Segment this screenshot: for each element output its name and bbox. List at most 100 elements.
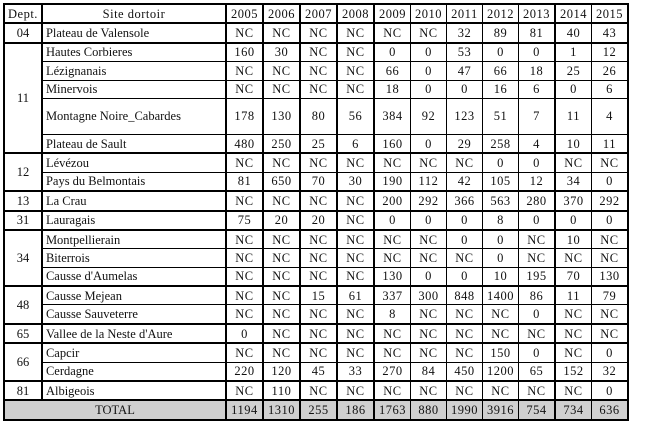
value-cell-2008: NC bbox=[335, 248, 375, 268]
table-row: 04 Plateau de Valensole NC NC NC NC NC NC 32 89 81… bbox=[3, 22, 629, 44]
site-name-cell: Pays du Belmontais bbox=[41, 171, 227, 192]
value-cell-2007: 80 bbox=[298, 97, 338, 135]
value-cell-2007: NC bbox=[298, 248, 338, 268]
value-cell-2007: NC bbox=[298, 61, 338, 81]
value-cell-2005: 0 bbox=[224, 322, 264, 344]
value-cell-2012: 1400 bbox=[481, 285, 519, 306]
value-cell-2014: 0 bbox=[553, 209, 592, 231]
value-cell-2014: NC bbox=[553, 152, 592, 173]
value-cell-2006: NC bbox=[261, 228, 301, 250]
value-cell-2012: 8 bbox=[481, 209, 519, 231]
value-cell-2009: NC bbox=[372, 248, 411, 268]
value-cell-2015: 130 bbox=[590, 266, 629, 287]
value-cell-2007: NC bbox=[298, 304, 338, 325]
value-cell-2006: NC bbox=[261, 190, 301, 212]
site-name-cell: Lauragais bbox=[41, 209, 227, 231]
table-row: Plateau de Sault 480 250 25 6 160 0 29 258 4 10 11 bbox=[4, 133, 629, 154]
value-cell-2007: 45 bbox=[298, 361, 338, 382]
value-cell-2006: NC bbox=[261, 266, 301, 287]
value-cell-2015: 11 bbox=[590, 133, 629, 154]
value-cell-2012: 89 bbox=[481, 22, 519, 44]
table-row: Minervois NC NC NC NC 18 0 0 16 6 0 6 bbox=[4, 79, 629, 99]
table-row: Biterrois NC NC NC NC NC NC NC 0 NC NC NC bbox=[4, 248, 629, 268]
value-cell-2012: 16 bbox=[481, 79, 519, 99]
value-cell-2015: NC bbox=[590, 304, 629, 325]
dept-cell: 12 bbox=[3, 152, 43, 192]
value-cell-2015: 4 bbox=[590, 97, 629, 135]
value-cell-2005: NC bbox=[224, 61, 264, 81]
value-cell-2014: NC bbox=[553, 380, 592, 401]
value-cell-2014: 11 bbox=[553, 97, 592, 135]
value-cell-2010: 112 bbox=[409, 171, 447, 192]
site-name-cell: Plateau de Valensole bbox=[41, 22, 227, 44]
value-cell-2008: NC bbox=[335, 41, 375, 63]
value-cell-2007: NC bbox=[298, 266, 338, 287]
value-cell-2010: 0 bbox=[409, 79, 447, 99]
table-row: Causse d'Aumelas NC NC NC NC 130 0 0 10 195 70 130 bbox=[4, 266, 629, 287]
total-value-2014: 734 bbox=[553, 399, 592, 421]
table-row: Pays du Belmontais 81 650 70 30 190 112 42 105 12… bbox=[4, 171, 629, 192]
site-name-cell: Hautes Corbieres bbox=[41, 41, 227, 63]
value-cell-2009: NC bbox=[372, 380, 411, 401]
value-cell-2009: 66 bbox=[372, 61, 411, 81]
value-cell-2014: 10 bbox=[553, 133, 592, 154]
value-cell-2011: NC bbox=[445, 304, 483, 325]
value-cell-2005: 81 bbox=[224, 171, 264, 192]
value-cell-2015: 43 bbox=[590, 22, 629, 44]
total-value-2013: 754 bbox=[517, 399, 556, 421]
value-cell-2011: 366 bbox=[445, 190, 483, 212]
value-cell-2008: NC bbox=[335, 342, 375, 363]
value-cell-2014: NC bbox=[553, 322, 592, 344]
value-cell-2008: NC bbox=[335, 304, 375, 325]
value-cell-2009: 270 bbox=[372, 361, 411, 382]
value-cell-2009: 0 bbox=[372, 41, 411, 63]
total-value-2009: 1763 bbox=[372, 399, 411, 421]
value-cell-2006: NC bbox=[261, 322, 301, 344]
header-dept: Dept. bbox=[3, 3, 43, 24]
value-cell-2006: 120 bbox=[261, 361, 301, 382]
value-cell-2005: NC bbox=[224, 79, 264, 99]
value-cell-2013: NC bbox=[517, 322, 556, 344]
site-name-cell: La Crau bbox=[41, 190, 227, 212]
value-cell-2015: 32 bbox=[590, 361, 629, 382]
site-name-cell: Lévézou bbox=[41, 152, 227, 173]
value-cell-2011: NC bbox=[445, 322, 483, 344]
site-name-cell: Montagne Noire_Cabardes bbox=[41, 97, 227, 135]
value-cell-2012: 51 bbox=[481, 97, 519, 135]
value-cell-2011: 0 bbox=[445, 228, 483, 250]
value-cell-2007: NC bbox=[298, 342, 338, 363]
value-cell-2013: 12 bbox=[517, 171, 556, 192]
value-cell-2011: NC bbox=[445, 248, 483, 268]
value-cell-2014: 152 bbox=[553, 361, 592, 382]
value-cell-2010: 0 bbox=[409, 61, 447, 81]
value-cell-2006: NC bbox=[261, 22, 301, 44]
value-cell-2007: NC bbox=[298, 190, 338, 212]
value-cell-2007: 70 bbox=[298, 171, 338, 192]
value-cell-2014: NC bbox=[553, 342, 592, 363]
value-cell-2013: 0 bbox=[517, 209, 556, 231]
table-row: 11 Hautes Corbieres 160 30 NC NC 0 0 53 0 0 1 12 bbox=[3, 41, 629, 154]
value-cell-2008: NC bbox=[335, 61, 375, 81]
value-cell-2011: 848 bbox=[445, 285, 483, 306]
value-cell-2011: 29 bbox=[445, 133, 483, 154]
roost-counts-table: Dept. Site dortoir 2005 2006 2007 2008 2009 2… bbox=[3, 3, 629, 421]
value-cell-2015: 0 bbox=[590, 342, 629, 363]
value-cell-2009: NC bbox=[372, 152, 411, 173]
value-cell-2008: NC bbox=[335, 380, 375, 401]
total-label: TOTAL bbox=[3, 399, 227, 421]
value-cell-2007: NC bbox=[298, 79, 338, 99]
value-cell-2006: NC bbox=[261, 152, 301, 173]
value-cell-2014: 70 bbox=[553, 266, 592, 287]
value-cell-2010: NC bbox=[409, 304, 447, 325]
value-cell-2012: 150 bbox=[481, 342, 519, 363]
total-value-2006: 1310 bbox=[261, 399, 301, 421]
site-name-cell: Lézignanais bbox=[41, 61, 227, 81]
value-cell-2013: 65 bbox=[517, 361, 556, 382]
value-cell-2010: NC bbox=[409, 22, 447, 44]
value-cell-2013: 280 bbox=[517, 190, 556, 212]
value-cell-2012: 563 bbox=[481, 190, 519, 212]
site-name-cell: Causse Mejean bbox=[41, 285, 227, 306]
dept-cell: 34 bbox=[3, 228, 43, 287]
value-cell-2006: NC bbox=[261, 304, 301, 325]
header-row: Dept. Site dortoir 2005 2006 2007 2008 2009 2… bbox=[3, 3, 629, 24]
